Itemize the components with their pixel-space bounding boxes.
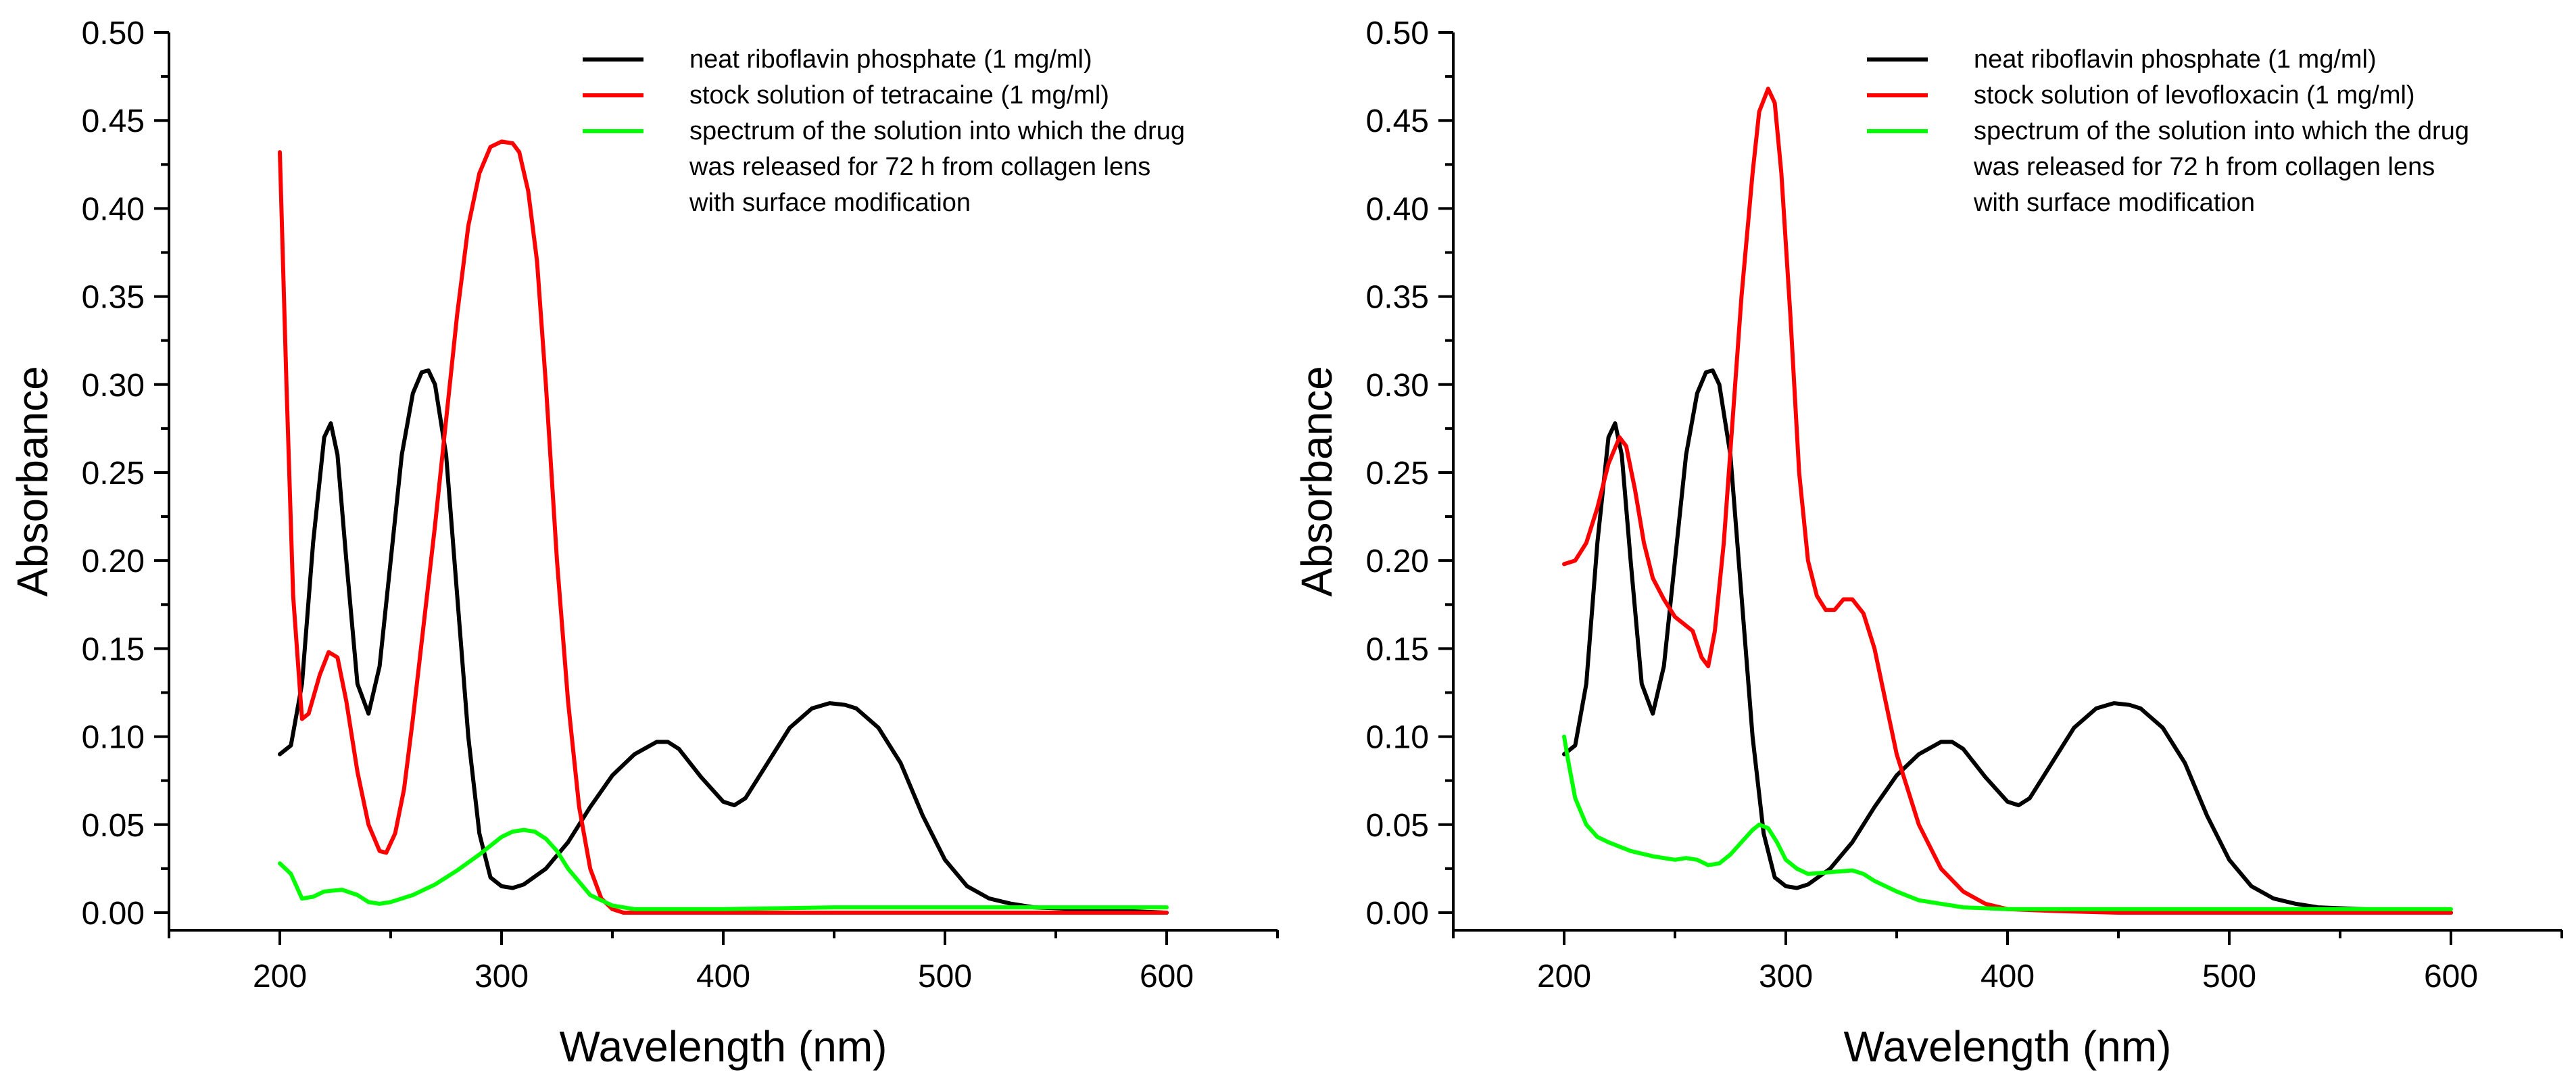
legend-label-released-drug: was released for 72 h from collagen lens: [1973, 153, 2435, 181]
y-tick-label: 0.30: [1366, 368, 1429, 404]
x-tick-label: 200: [1537, 959, 1591, 994]
right-chart-panel: 0.00 0.05 0.10 0.15 0.20 0.25 0.30 0.35 0.40 0.45…: [1292, 16, 2563, 1071]
legend-label-drug-stock: stock solution of tetracaine (1 mg/ml): [689, 81, 1109, 110]
left-series-drug-stock-line: [278, 139, 1169, 915]
y-tick-label: 0.10: [82, 720, 145, 756]
y-tick-label: 0.00: [1366, 896, 1429, 932]
x-tick-label: 300: [1759, 959, 1813, 994]
y-tick-label: 0.50: [82, 16, 145, 51]
y-tick-label: 0.05: [82, 808, 145, 844]
right-series-riboflavin-line: [1562, 368, 2453, 915]
y-tick-label: 0.20: [1366, 544, 1429, 579]
x-tick-label: 600: [2424, 959, 2478, 994]
x-axis-title: Wavelength (nm): [1844, 1022, 2172, 1071]
y-tick-label: 0.25: [1366, 456, 1429, 491]
right-series-drug-stock-line: [1562, 87, 2453, 915]
y-tick-label: 0.00: [82, 896, 145, 932]
x-tick-label: 500: [918, 959, 972, 994]
y-tick-label: 0.45: [82, 103, 145, 139]
left-series-riboflavin-line: [278, 368, 1169, 915]
y-tick-label: 0.40: [82, 191, 145, 227]
legend-label-released-drug: was released for 72 h from collagen lens: [689, 153, 1150, 181]
y-tick-label: 0.20: [82, 544, 145, 579]
y-axis-title: Absorbance: [1292, 366, 1341, 597]
y-tick-label: 0.50: [1366, 16, 1429, 51]
left-series-released-drug-line: [278, 827, 1169, 911]
y-tick-label: 0.45: [1366, 103, 1429, 139]
x-tick-label: 300: [475, 959, 529, 994]
y-tick-label: 0.15: [1366, 631, 1429, 667]
x-tick-label: 200: [253, 959, 307, 994]
y-tick-label: 0.15: [82, 631, 145, 667]
y-axis-title: Absorbance: [8, 366, 57, 597]
y-tick-label: 0.10: [1366, 720, 1429, 756]
legend-label-riboflavin: neat riboflavin phosphate (1 mg/ml): [689, 45, 1092, 74]
left-chart-panel: 0.00 0.05 0.10 0.15 0.20 0.25 0.30 0.35 0.40 0.45…: [8, 16, 1279, 1071]
x-tick-label: 600: [1140, 959, 1194, 994]
x-tick-label: 500: [2202, 959, 2256, 994]
x-axis-title: Wavelength (nm): [560, 1022, 888, 1071]
legend-label-riboflavin: neat riboflavin phosphate (1 mg/ml): [1974, 45, 2377, 74]
legend-label-released-drug: with surface modification: [1973, 189, 2255, 217]
x-tick-label: 400: [1980, 959, 2035, 994]
right-series-released-drug-line: [1562, 734, 2453, 911]
legend-label-released-drug: spectrum of the solution into which the …: [689, 117, 1185, 145]
y-tick-label: 0.40: [1366, 191, 1429, 227]
x-tick-label: 400: [696, 959, 750, 994]
legend-label-drug-stock: stock solution of levofloxacin (1 mg/ml): [1974, 81, 2415, 110]
legend-label-released-drug: with surface modification: [689, 189, 971, 217]
y-tick-label: 0.25: [82, 456, 145, 491]
y-tick-label: 0.35: [82, 280, 145, 316]
y-tick-label: 0.30: [82, 368, 145, 404]
y-tick-label: 0.35: [1366, 280, 1429, 316]
legend-label-released-drug: spectrum of the solution into which the …: [1974, 117, 2469, 145]
y-tick-label: 0.05: [1366, 808, 1429, 844]
